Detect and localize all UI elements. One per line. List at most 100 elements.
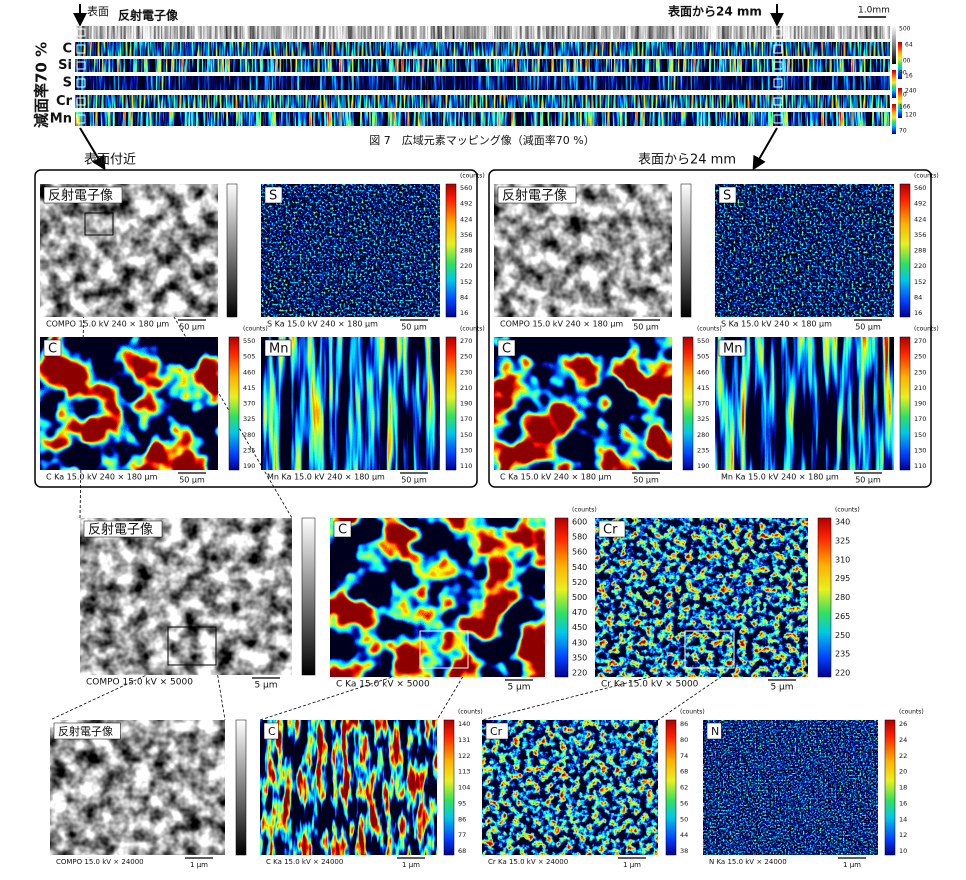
colorbar-tick-label: 16 <box>899 799 907 807</box>
panel-caption: COMPO 15.0 kV 240 × 180 µm <box>500 320 623 329</box>
colorbar-tick-label: 370 <box>697 400 709 408</box>
panel-label: Mn <box>723 342 742 357</box>
colorbar-tick-label: 113 <box>458 768 470 776</box>
element-label: Cr <box>56 94 73 109</box>
element-label: S <box>63 76 72 91</box>
panel-label-box <box>485 722 509 740</box>
reduction-label: 減面率70 % <box>33 42 51 128</box>
colorbar-unit: (counts) <box>835 507 860 514</box>
colorbar <box>892 26 896 64</box>
overview-strip <box>75 42 890 56</box>
zoom-label: 表面から24 mm <box>638 153 736 168</box>
map-image <box>595 518 808 677</box>
region-marker <box>773 61 783 70</box>
colorbar <box>301 517 316 676</box>
panel-label: C <box>502 342 511 357</box>
panel-label-box <box>718 186 737 204</box>
panel-label: C <box>48 342 57 357</box>
scale-bar-label: 50 µm <box>855 476 881 485</box>
panel-caption: COMPO 15.0 kV 240 × 180 µm <box>46 320 169 329</box>
colorbar-tick-label: 280 <box>835 593 850 602</box>
colorbar-tick-label: 270 <box>460 337 472 345</box>
colorbar <box>226 183 238 318</box>
overview-strip <box>75 112 890 126</box>
colorbar-tick-label: 20 <box>899 768 907 776</box>
colorbar-tick-label: 520 <box>572 578 587 587</box>
colorbar-tick-label: 370 <box>243 400 255 408</box>
colorbar-tick-label: 356 <box>914 231 926 239</box>
panel-caption: Cr Ka 15.0 kV × 5000 <box>601 680 699 690</box>
scale-bar-label: 50 µm <box>855 323 881 332</box>
panel-caption: S Ka 15.0 kV 240 × 180 µm <box>267 320 378 329</box>
colorbar <box>899 183 911 318</box>
panel-caption: C Ka 15.0 kV × 24000 <box>266 858 343 866</box>
panel-label: Mn <box>269 342 288 357</box>
colorbar-tick-label: 240 <box>905 88 917 95</box>
colorbar <box>445 183 457 318</box>
panel-caption: Mn Ka 15.0 kV 240 × 180 µm <box>267 473 385 482</box>
colorbar-tick-label: 265 <box>835 612 850 621</box>
arrow <box>752 127 778 171</box>
scale-bar-label: 1.0mm <box>858 6 890 16</box>
colorbar <box>665 719 677 856</box>
colorbar-unit: (counts) <box>680 709 705 716</box>
colorbar <box>884 719 896 856</box>
colorbar-tick-label: 550 <box>697 337 709 345</box>
zoom-label: 表面付近 <box>84 153 136 168</box>
colorbar-tick-label: 130 <box>460 446 472 454</box>
colorbar-tick-label: 68 <box>458 847 466 855</box>
colorbar-unit: (counts) <box>914 326 939 333</box>
colorbar-tick-label: 270 <box>914 337 926 345</box>
element-label: Mn <box>50 112 72 127</box>
element-label: C <box>62 42 72 57</box>
colorbar <box>554 517 569 678</box>
colorbar-tick-label: 110 <box>914 462 926 470</box>
panel-label-box <box>53 722 121 740</box>
map-image <box>703 720 878 855</box>
map-image <box>261 184 440 317</box>
panel-caption: C Ka 15.0 kV 240 × 180 µm <box>500 473 612 482</box>
colorbar-tick-label: 38 <box>680 847 688 855</box>
region-marker <box>773 78 783 88</box>
colorbar-tick-label: 64 <box>905 42 913 49</box>
colorbar-unit: (counts) <box>243 326 268 333</box>
colorbar-tick-label: 280 <box>243 431 255 439</box>
region-marker <box>76 97 86 106</box>
colorbar-tick-label: 356 <box>460 231 472 239</box>
scale-bar-label: 5 µm <box>770 683 793 693</box>
colorbar-tick-label: 470 <box>572 608 587 617</box>
colorbar-tick-label: 430 <box>572 638 587 647</box>
scale-bar-label: 50 µm <box>633 476 659 485</box>
colorbar <box>898 88 902 118</box>
colorbar-tick-label: 210 <box>460 384 472 392</box>
colorbar-tick-label: 120 <box>905 112 917 119</box>
colorbar-tick-label: 415 <box>697 384 709 392</box>
region-marker <box>773 28 783 37</box>
map-image <box>715 337 894 470</box>
overview-strip <box>75 95 890 108</box>
panel-label-box <box>83 520 163 538</box>
panel-label: 反射電子像 <box>88 522 153 538</box>
region-marker <box>773 114 783 124</box>
colorbar-tick-label: 150 <box>914 431 926 439</box>
colorbar-tick-label: 70 <box>899 128 907 135</box>
region-marker <box>76 44 86 54</box>
colorbar-tick-label: 190 <box>697 462 709 470</box>
colorbar-tick-label: 150 <box>460 431 472 439</box>
region-marker <box>773 44 783 54</box>
panel-label-box <box>333 520 352 538</box>
map-image <box>261 337 440 470</box>
colorbar <box>817 517 832 678</box>
colorbar-tick-label: 152 <box>460 278 472 286</box>
colorbar-tick-label: 560 <box>914 184 926 192</box>
scale-bar-label: 50 µm <box>401 476 427 485</box>
colorbar-tick-label: 424 <box>914 215 926 223</box>
colorbar-tick-label: 16 <box>905 73 913 80</box>
scale-bar-label: 5 µm <box>254 681 277 691</box>
colorbar-tick-label: 131 <box>458 736 470 744</box>
colorbar-tick-label: 86 <box>680 720 688 728</box>
colorbar-tick-label: 560 <box>460 184 472 192</box>
colorbar-tick-label: 16 <box>460 309 468 317</box>
scale-bar-label: 1 µm <box>623 861 641 869</box>
colorbar-tick-label: 90 <box>899 70 907 77</box>
